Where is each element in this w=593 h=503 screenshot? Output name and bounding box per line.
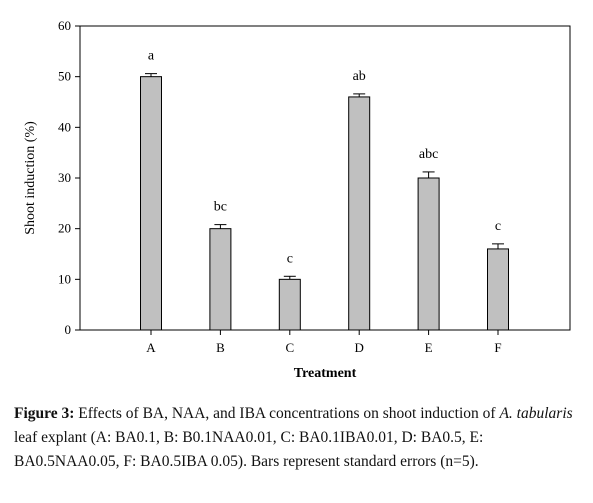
y-tick-label: 40 — [58, 119, 71, 134]
y-tick-label: 30 — [58, 170, 71, 185]
bar — [278, 278, 301, 331]
x-axis-title: Treatment — [294, 366, 357, 381]
bars — [140, 76, 509, 331]
caption-species: A. tabularis — [499, 405, 573, 422]
significance-label: c — [495, 219, 501, 234]
caption-label: Figure 3: — [14, 405, 75, 422]
x-tick-label: D — [355, 340, 364, 355]
x-tick-label: A — [146, 340, 156, 355]
bar — [417, 177, 440, 331]
caption-text-2: leaf explant (A: BA0.1, B: B0.1NAA0.01, … — [14, 429, 484, 470]
significance-label: bc — [214, 200, 227, 215]
y-tick-label: 10 — [58, 271, 71, 286]
y-tick-label: 20 — [58, 221, 71, 236]
x-tick-label: E — [425, 340, 433, 355]
x-axis-ticks: A B C D E F — [146, 330, 502, 355]
x-tick-label: B — [216, 340, 225, 355]
significance-label: abc — [419, 147, 438, 162]
y-tick-label: 50 — [58, 69, 71, 84]
y-tick-label: 60 — [58, 18, 71, 33]
significance-label: ab — [353, 69, 366, 84]
significance-label: c — [287, 251, 293, 266]
bar — [140, 76, 162, 331]
y-axis-title: Shoot induction (%) — [23, 121, 38, 235]
y-axis-ticks: 0 10 20 30 40 50 60 — [58, 18, 80, 337]
figure-caption: Figure 3: Effects of BA, NAA, and IBA co… — [14, 402, 586, 474]
bar — [209, 228, 232, 331]
caption-text-1: Effects of BA, NAA, and IBA concentratio… — [74, 405, 500, 422]
error-bars — [145, 73, 504, 280]
x-tick-label: F — [494, 340, 501, 355]
x-tick-label: C — [285, 340, 294, 355]
significance-label: a — [148, 49, 155, 64]
y-tick-label: 0 — [65, 322, 72, 337]
bar — [487, 248, 509, 331]
bar — [348, 96, 371, 331]
